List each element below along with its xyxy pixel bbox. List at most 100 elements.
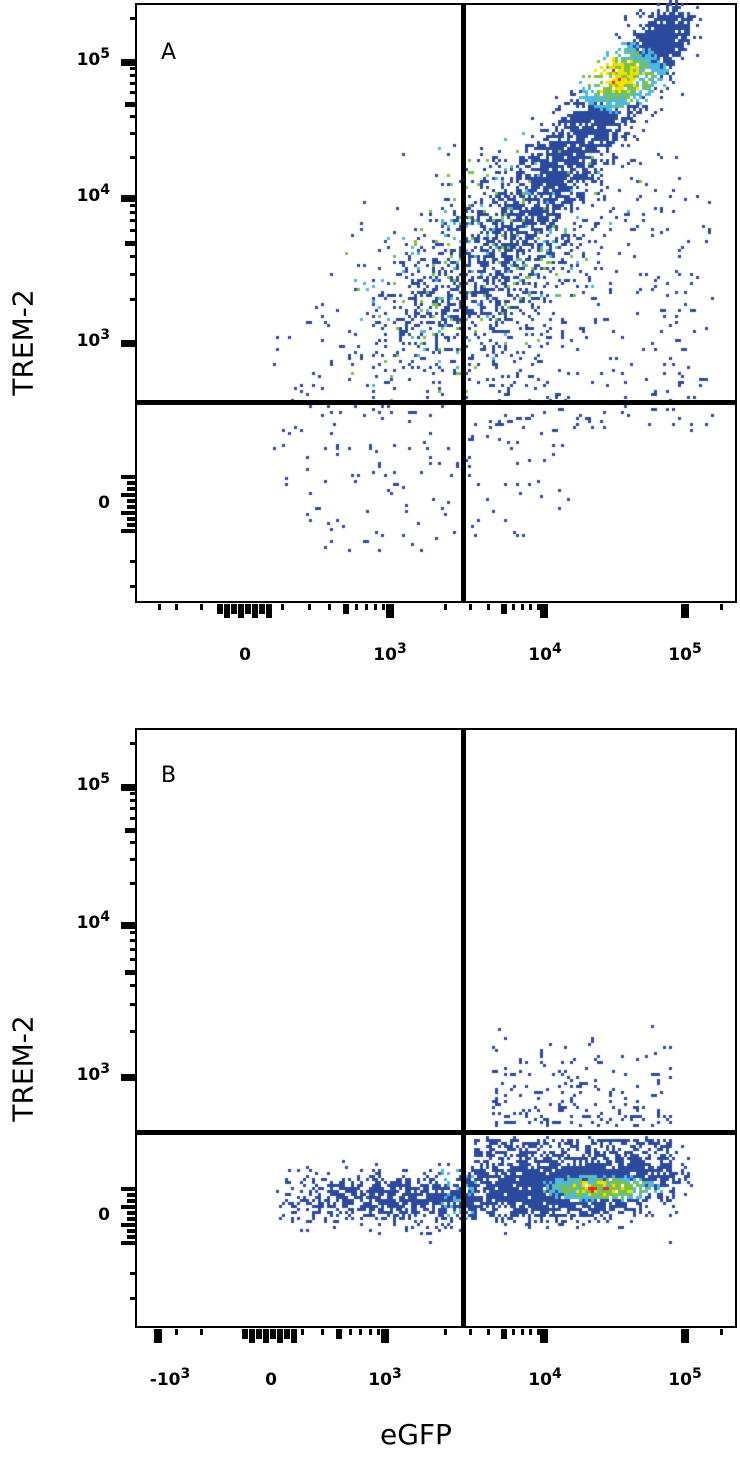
axis-tick [130, 585, 135, 588]
axis-tick [130, 930, 135, 934]
axis-tick [249, 1329, 255, 1343]
axis-tick [127, 1193, 135, 1197]
axis-tick [127, 487, 135, 491]
axis-tick [127, 1211, 135, 1215]
axis-tick [469, 1329, 473, 1335]
quadrant-gate-horizontal-b[interactable] [135, 1130, 737, 1135]
axis-tick [175, 1329, 178, 1335]
panel-a: A [0, 0, 740, 700]
panel-b: B [0, 725, 740, 1425]
axis-tick [381, 1329, 389, 1343]
density-dots-a [0, 0, 740, 700]
y-tick-label: 0 [98, 1205, 110, 1225]
axis-tick [130, 272, 135, 276]
axis-tick [259, 604, 265, 614]
axis-tick [130, 840, 135, 844]
x-tick-label: 0 [239, 645, 251, 665]
axis-tick [130, 219, 135, 223]
axis-tick [130, 17, 135, 20]
axis-tick [130, 799, 135, 803]
axis-tick [540, 604, 548, 618]
axis-tick [121, 1187, 135, 1191]
axis-tick [529, 604, 533, 610]
axis-tick [354, 604, 358, 610]
axis-tick [127, 1199, 135, 1203]
axis-tick [374, 604, 378, 610]
x-tick-label: 103 [368, 1366, 402, 1390]
axis-tick [130, 211, 135, 215]
axis-tick [444, 1329, 448, 1335]
axis-tick [127, 1235, 135, 1239]
axis-tick [121, 529, 135, 533]
axis-tick [469, 604, 473, 610]
x-tick-label: 104 [528, 641, 562, 665]
axis-tick [521, 604, 525, 610]
y-tick-label: 103 [76, 327, 110, 351]
y-tick-label: 0 [98, 493, 110, 513]
axis-tick [130, 858, 135, 862]
axis-tick [381, 604, 385, 610]
axis-tick [536, 604, 540, 610]
axis-tick [125, 969, 135, 975]
axis-tick [540, 1329, 548, 1343]
y-tick-label: 104 [76, 182, 110, 206]
y-tick-label: 103 [76, 1061, 110, 1085]
axis-tick [529, 1329, 533, 1335]
axis-tick [500, 604, 507, 614]
x-tick-label: 104 [528, 1366, 562, 1390]
x-tick-label: 103 [373, 641, 407, 665]
axis-tick [130, 82, 135, 86]
axis-tick [121, 195, 135, 202]
x-tick-label: 105 [668, 1366, 702, 1390]
axis-tick [359, 1329, 363, 1335]
x-tick-label: -103 [149, 1366, 191, 1390]
axis-tick [486, 1329, 490, 1335]
axis-tick [127, 481, 135, 485]
axis-tick [521, 1329, 525, 1335]
axis-tick [342, 604, 349, 614]
axis-tick [720, 1329, 723, 1335]
axis-tick [127, 499, 135, 503]
y-tick-label: 105 [76, 46, 110, 70]
axis-tick [121, 1241, 135, 1245]
axis-tick [511, 1329, 515, 1335]
axis-tick [536, 1329, 540, 1335]
axis-tick [121, 340, 135, 347]
axis-tick [266, 604, 272, 618]
axis-tick [130, 984, 135, 988]
axis-tick [130, 74, 135, 78]
axis-tick [365, 604, 369, 610]
axis-tick [127, 1229, 135, 1233]
axis-tick [175, 604, 178, 610]
axis-tick [130, 957, 135, 961]
y-axis-title-a: TREM-2 [6, 289, 40, 396]
axis-tick [252, 604, 258, 618]
axis-tick [130, 91, 135, 95]
axis-tick [281, 604, 285, 610]
axis-tick [130, 156, 135, 160]
axis-tick [200, 604, 203, 610]
quadrant-gate-vertical-a[interactable] [461, 3, 466, 603]
axis-tick [245, 604, 251, 614]
axis-tick [270, 1329, 276, 1339]
axis-tick [127, 517, 135, 521]
axis-tick [121, 475, 135, 479]
axis-tick [130, 807, 135, 811]
axis-tick [130, 560, 135, 563]
axis-tick [327, 604, 331, 610]
axis-tick [300, 1329, 304, 1335]
quadrant-gate-vertical-b[interactable] [461, 728, 466, 1328]
quadrant-gate-horizontal-a[interactable] [135, 400, 737, 405]
axis-tick [121, 493, 135, 497]
axis-tick [336, 1329, 343, 1339]
axis-tick [224, 604, 230, 618]
axis-tick [130, 298, 135, 302]
y-tick-label: 105 [76, 771, 110, 795]
axis-tick [130, 203, 135, 207]
x-axis-title: eGFP [380, 1418, 452, 1451]
axis-tick [444, 604, 448, 610]
x-tick-label: 0 [265, 1370, 277, 1390]
axis-tick [368, 1329, 372, 1335]
axis-tick [263, 1329, 269, 1343]
axis-tick [158, 604, 161, 610]
